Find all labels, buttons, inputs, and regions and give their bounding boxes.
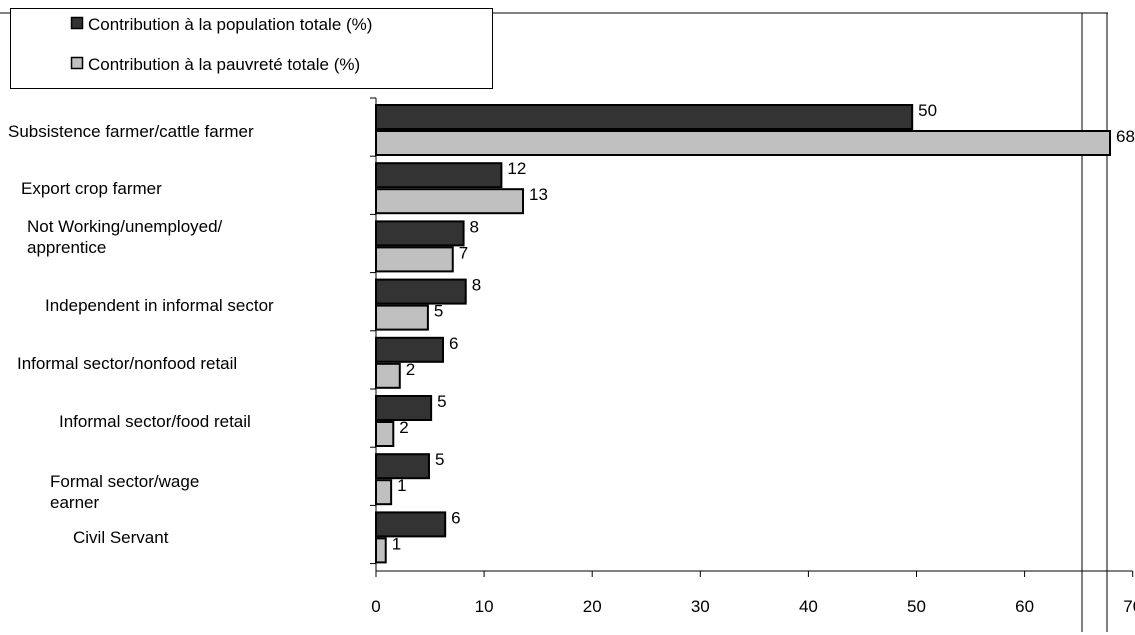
x-tick-label: 60: [1015, 597, 1034, 616]
x-tick-label: 40: [799, 597, 818, 616]
data-label: 6: [449, 334, 458, 353]
x-tick-label: 20: [583, 597, 602, 616]
bar: [375, 395, 433, 421]
bar: [375, 362, 401, 389]
data-label: 8: [472, 276, 481, 295]
category-label: Formal sector/wage earner: [50, 472, 199, 512]
data-label: 5: [434, 302, 443, 321]
data-label: 1: [392, 534, 401, 553]
category-label: Informal sector/food retail: [59, 412, 251, 431]
category-label-line: apprentice: [27, 238, 106, 257]
category-label: Independent in informal sector: [45, 296, 274, 315]
data-label: 2: [406, 360, 415, 379]
data-label: 6: [451, 508, 460, 527]
category-label-line: earner: [50, 493, 99, 512]
legend: Contribution à la population totale (%) C…: [10, 8, 493, 89]
category-label-line: Formal sector/wage: [50, 472, 199, 491]
data-label: 7: [459, 243, 468, 262]
x-tick-label: 50: [907, 597, 926, 616]
bar: [375, 130, 1111, 156]
category-label-line: Not Working/unemployed/: [27, 217, 223, 236]
legend-box: [10, 8, 493, 89]
legend-swatch: [70, 16, 84, 30]
data-label: 50: [918, 101, 937, 120]
legend-label: Contribution à la population totale (%): [88, 15, 372, 34]
x-tick-label: 10: [475, 597, 494, 616]
legend-label: Contribution à la pauvreté totale (%): [88, 55, 360, 74]
category-label: Informal sector/nonfood retail: [17, 354, 237, 373]
bar: [375, 104, 914, 130]
bar: [375, 511, 447, 538]
category-label: Civil Servant: [73, 528, 169, 547]
data-label: 1: [397, 476, 406, 495]
bar: [375, 246, 454, 273]
bar: [375, 537, 387, 564]
data-label: 8: [470, 217, 479, 236]
bar: [375, 220, 465, 247]
bar: [375, 453, 430, 480]
bar: [375, 304, 429, 331]
bar: [375, 188, 525, 215]
category-labels: Subsistence farmer/cattle farmer Export c…: [8, 122, 274, 547]
x-tick-label: 30: [691, 597, 710, 616]
legend-swatch: [70, 56, 84, 70]
bar: [375, 421, 395, 447]
bar: [375, 162, 503, 189]
category-label: Subsistence farmer/cattle farmer: [8, 122, 254, 141]
data-label: 68: [1116, 127, 1135, 146]
x-tick-label: 0: [371, 597, 380, 616]
data-label: 5: [435, 450, 444, 469]
category-label: Not Working/unemployed/apprentice: [27, 217, 223, 257]
data-label: 5: [437, 392, 446, 411]
bar: [375, 278, 467, 305]
x-tick-label: 70: [1123, 597, 1135, 616]
bar: [375, 479, 393, 506]
data-label: 12: [507, 159, 526, 178]
data-label: 2: [399, 418, 408, 437]
category-label: Export crop farmer: [21, 179, 162, 198]
bar: [375, 336, 445, 363]
x-axis: 0 10 20 30 40 50 60 70: [370, 97, 1135, 616]
data-label: 13: [529, 185, 548, 204]
